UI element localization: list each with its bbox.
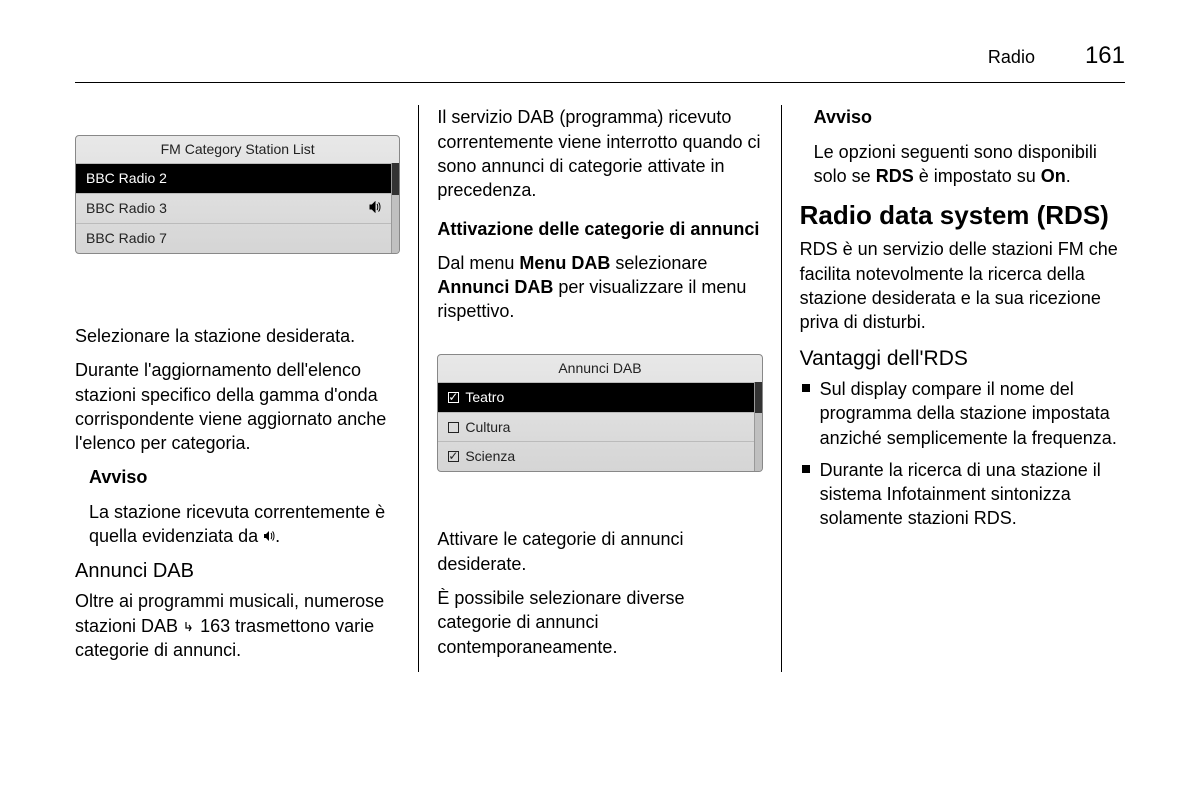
checkbox-icon — [448, 392, 459, 403]
text-fragment: . — [275, 526, 280, 546]
body-text: Selezionare la stazione desiderata. — [75, 324, 400, 348]
page-number: 161 — [1085, 40, 1125, 72]
avviso-label: Avviso — [89, 465, 400, 489]
header-title: Radio — [988, 45, 1035, 69]
column-3: Avviso Le opzioni seguenti sono disponib… — [781, 105, 1125, 672]
list-item: BBC Radio 2 — [76, 163, 391, 193]
category-label: Scienza — [448, 447, 515, 466]
text-fragment: Dal menu — [437, 253, 519, 273]
screenshot-title: FM Category Station List — [76, 136, 399, 163]
category-label: Teatro — [448, 388, 504, 407]
station-label: BBC Radio 2 — [86, 169, 167, 188]
body-text: È possibile selezionare diverse categori… — [437, 586, 762, 659]
text-bold: Annunci DAB — [437, 277, 553, 297]
text-fragment: Scienza — [465, 448, 515, 464]
list-item: Teatro — [438, 382, 753, 412]
text-fragment: Teatro — [465, 389, 504, 405]
body-text: Dal menu Menu DAB selezionare Annunci DA… — [437, 251, 762, 324]
body-text: RDS è un servizio delle stazioni FM che … — [800, 237, 1125, 334]
text-fragment: è impostato su — [914, 166, 1041, 186]
checkbox-icon — [448, 422, 459, 433]
body-text: Il servizio DAB (programma) ricevuto cor… — [437, 105, 762, 202]
screenshot-list: Teatro Cultura Scienza — [438, 382, 753, 472]
avviso-text: Le opzioni seguenti sono disponibili sol… — [814, 140, 1125, 189]
fm-station-list-screenshot: FM Category Station List BBC Radio 2 BBC… — [75, 135, 400, 254]
content-columns: FM Category Station List BBC Radio 2 BBC… — [75, 105, 1125, 672]
list-item: Cultura — [438, 412, 753, 442]
station-label: BBC Radio 7 — [86, 229, 167, 248]
body-text: Durante l'aggiornamento dell'elenco staz… — [75, 358, 400, 455]
text-fragment: selezionare — [610, 253, 707, 273]
avviso-label: Avviso — [814, 105, 1125, 129]
scrollbar — [754, 382, 762, 472]
list-item: Scienza — [438, 441, 753, 471]
avviso-block: Avviso La stazione ricevuta correntement… — [75, 465, 400, 548]
avviso-text: La stazione ricevuta correntemente è que… — [89, 500, 400, 549]
body-text: Attivare le categorie di annunci desider… — [437, 527, 762, 576]
page-reference: 163 — [200, 616, 230, 636]
body-text: Oltre ai programmi musicali, numerose st… — [75, 589, 400, 662]
bullet-list: Sul display compare il nome del programm… — [800, 377, 1125, 531]
subheading-annunci-dab: Annunci DAB — [75, 558, 400, 585]
text-bold: RDS — [876, 166, 914, 186]
list-item: BBC Radio 3 — [76, 193, 391, 223]
speaker-icon — [263, 524, 275, 548]
bullet-item: Durante la ricerca di una stazione il si… — [800, 458, 1125, 531]
scroll-track — [392, 195, 399, 253]
column-1: FM Category Station List BBC Radio 2 BBC… — [75, 105, 418, 672]
list-item: BBC Radio 7 — [76, 223, 391, 253]
text-bold: On — [1041, 166, 1066, 186]
avviso-block: Avviso Le opzioni seguenti sono disponib… — [800, 105, 1125, 188]
scroll-thumb — [392, 163, 399, 194]
subheading-attivazione: Attivazione delle categorie di annunci — [437, 217, 762, 241]
text-fragment: . — [1066, 166, 1071, 186]
scroll-thumb — [755, 382, 762, 413]
subheading-vantaggi: Vantaggi dell'RDS — [800, 345, 1125, 373]
scroll-track — [755, 413, 762, 471]
category-label: Cultura — [448, 418, 510, 437]
checkbox-icon — [448, 451, 459, 462]
screenshot-list: BBC Radio 2 BBC Radio 3 BBC Radio 7 — [76, 163, 391, 253]
screenshot-body: BBC Radio 2 BBC Radio 3 BBC Radio 7 — [76, 163, 399, 253]
text-fragment: Cultura — [465, 419, 510, 435]
page-header: Radio 161 — [75, 40, 1125, 83]
speaker-icon — [369, 199, 381, 218]
scrollbar — [391, 163, 399, 253]
column-2: Il servizio DAB (programma) ricevuto cor… — [418, 105, 780, 672]
station-label: BBC Radio 3 — [86, 199, 167, 218]
text-bold: Menu DAB — [519, 253, 610, 273]
reference-icon — [183, 615, 195, 639]
text-fragment: La stazione ricevuta correntemente è que… — [89, 502, 385, 546]
heading-rds: Radio data system (RDS) — [800, 198, 1125, 233]
annunci-dab-screenshot: Annunci DAB Teatro Cultura Scienza — [437, 354, 762, 473]
bullet-item: Sul display compare il nome del programm… — [800, 377, 1125, 450]
screenshot-body: Teatro Cultura Scienza — [438, 382, 761, 472]
screenshot-title: Annunci DAB — [438, 355, 761, 382]
